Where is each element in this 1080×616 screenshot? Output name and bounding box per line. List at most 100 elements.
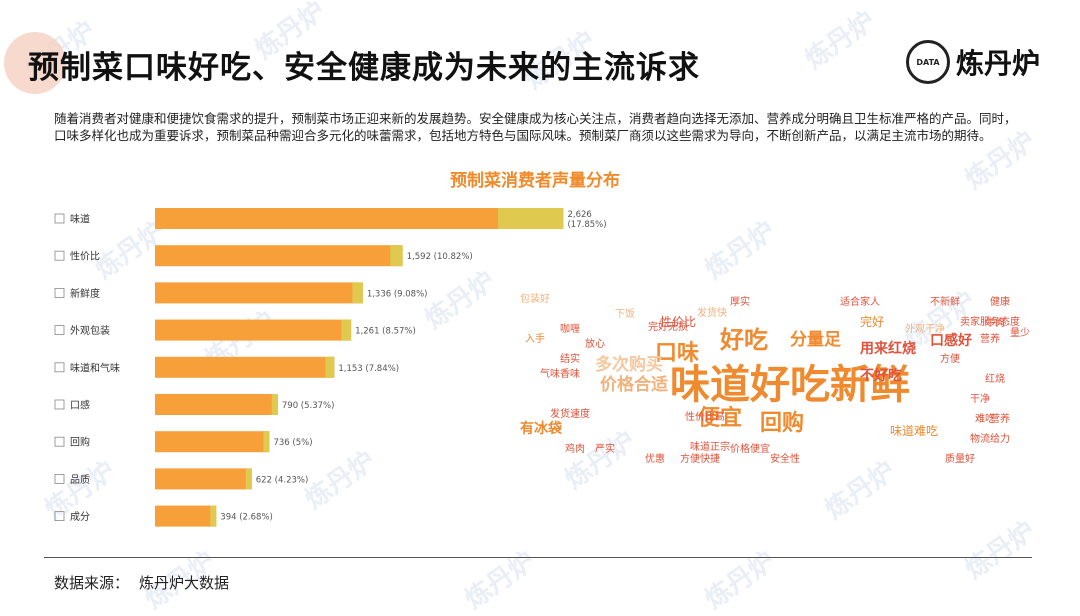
word-cloud-term: 有冰袋 <box>520 421 562 437</box>
data-source: 数据来源： 炼丹炉大数据 <box>54 572 229 593</box>
word-cloud-term: 安全性 <box>770 454 800 465</box>
data-label: 1,592 (10.82%) <box>407 252 473 262</box>
data-label: 1,261 (8.57%) <box>355 327 416 337</box>
word-cloud-term: 方便 <box>940 354 960 365</box>
intro-paragraph: 随着消费者对健康和便捷饮食需求的提升，预制菜市场正迎来新的发展趋势。安全健康成为… <box>54 111 1017 143</box>
chart-title: 预制菜消费者声量分布 <box>450 171 620 191</box>
legend-checkbox[interactable] <box>54 250 65 261</box>
word-cloud-term: 性价比高 <box>685 412 725 423</box>
word-cloud-term: 优惠 <box>645 454 665 465</box>
word-cloud-term: 物流给力 <box>970 434 1010 445</box>
word-cloud-term: 价格合适 <box>600 375 668 395</box>
word-cloud-term: 难吃 <box>975 414 995 425</box>
footer-divider <box>44 557 1032 558</box>
word-cloud-term: 多次购买 <box>595 355 663 375</box>
data-label: 736 (5%) <box>273 438 312 448</box>
word-cloud-term: 不新鲜 <box>930 297 960 308</box>
word-cloud-term: 营养 <box>990 414 1010 425</box>
word-cloud-term: 味道正宗 <box>690 442 730 453</box>
legend-checkbox[interactable] <box>54 436 65 447</box>
word-cloud-term: 分量足 <box>790 330 841 350</box>
bar-highlight <box>245 468 252 490</box>
bar[interactable] <box>155 245 403 267</box>
bar-highlight <box>271 394 278 415</box>
bar[interactable] <box>155 319 352 341</box>
word-cloud-term: 咖喱 <box>560 324 580 335</box>
word-cloud-term: 回购 <box>760 411 805 436</box>
data-source-value: 炼丹炉大数据 <box>139 574 230 592</box>
word-cloud-term: 便宜 <box>698 406 743 431</box>
legend-checkbox[interactable] <box>54 473 65 484</box>
word-cloud-term: 放心 <box>585 339 605 350</box>
word-cloud-term: 价格便宜 <box>730 444 770 455</box>
word-cloud-term: 入手 <box>525 334 545 345</box>
category-label: 回购 <box>70 436 90 449</box>
word-cloud-term: 包装好 <box>520 294 550 305</box>
word-cloud-term: 方便快捷 <box>680 454 720 465</box>
word-cloud-term: 用来红烧 <box>860 341 916 357</box>
word-cloud-term: 健康 <box>990 297 1010 308</box>
category-label: 口感 <box>70 399 90 412</box>
word-cloud-term: 鸡肉 <box>565 444 585 455</box>
word-cloud-term: 好吃 <box>720 326 768 354</box>
word-cloud-term: 发货速度 <box>550 409 590 420</box>
bar-highlight <box>390 245 403 267</box>
logo-icon: DATA <box>905 40 950 84</box>
bar[interactable] <box>155 282 363 304</box>
bar[interactable] <box>155 394 278 415</box>
word-cloud-term: 厚实 <box>730 297 750 308</box>
legend-checkbox[interactable] <box>54 325 65 336</box>
word-cloud-term: 口感好 <box>930 333 972 349</box>
word-cloud-term: 气味香味 <box>540 369 580 380</box>
bar-highlight <box>210 505 217 527</box>
legend-checkbox[interactable] <box>54 399 65 410</box>
bar-highlight <box>325 356 335 378</box>
word-cloud-term: 口味 <box>655 341 700 366</box>
bar-highlight <box>341 319 352 341</box>
bar[interactable] <box>155 505 217 527</box>
word-cloud-term: 性价比 <box>660 315 697 329</box>
bar-highlight <box>498 208 564 229</box>
word-cloud-term: 卖家服务态度 <box>960 317 1020 328</box>
legend-checkbox[interactable] <box>54 287 65 298</box>
word-cloud-term: 适合家人 <box>840 297 880 308</box>
data-label: 790 (5.37%) <box>282 401 335 411</box>
legend-checkbox[interactable] <box>54 362 65 373</box>
data-label: 1,336 (9.08%) <box>367 289 428 299</box>
page-title: 预制菜口味好吃、安全健康成为未来的主流诉求 <box>28 50 700 86</box>
bar-highlight <box>263 431 270 453</box>
category-label: 外观包装 <box>70 324 110 337</box>
word-cloud-term: 下饭 <box>615 309 635 320</box>
word-cloud-term: 牛肉 <box>985 318 1005 329</box>
word-cloud-term: 不好吃 <box>860 368 902 384</box>
data-label: 394 (2.68%) <box>220 513 273 523</box>
legend-checkbox[interactable] <box>54 213 65 224</box>
bar[interactable] <box>155 208 564 229</box>
word-cloud-term: 完好无损 <box>648 322 688 333</box>
data-source-label: 数据来源： <box>54 574 130 592</box>
word-cloud-term: 营养 <box>980 334 1000 345</box>
category-label: 性价比 <box>70 250 100 263</box>
data-label: 622 (4.23%) <box>256 475 309 485</box>
logo-text: 炼丹炉 <box>955 47 1040 80</box>
category-label: 新鲜度 <box>70 287 100 300</box>
bar[interactable] <box>155 356 335 378</box>
category-label: 味道和气味 <box>70 361 120 374</box>
category-label: 成分 <box>70 511 90 523</box>
bar[interactable] <box>155 468 252 490</box>
title-decoration <box>4 32 66 94</box>
word-cloud-term: 质量好 <box>945 454 975 465</box>
bar[interactable] <box>155 431 270 453</box>
data-label: 1,153 (7.84%) <box>338 364 399 374</box>
category-label: 味道 <box>70 213 90 226</box>
legend-checkbox[interactable] <box>54 511 65 522</box>
word-cloud-term: 味道好吃新鲜 <box>670 362 910 408</box>
word-cloud-term: 味道难吃 <box>890 424 939 438</box>
word-cloud-term: 红烧 <box>985 374 1005 385</box>
word-cloud-term: 量少 <box>1010 328 1030 339</box>
word-cloud-term: 外观干净 <box>905 324 945 335</box>
word-cloud-term: 严实 <box>595 444 615 455</box>
word-cloud: 味道好吃新鲜 好吃 回购 便宜 口味 价格合适 多次购买 分量足 用来红烧 不好吃 口感好 有冰袋 味道… <box>520 290 1030 470</box>
data-label: 2,626 (17.85%) <box>567 210 606 230</box>
